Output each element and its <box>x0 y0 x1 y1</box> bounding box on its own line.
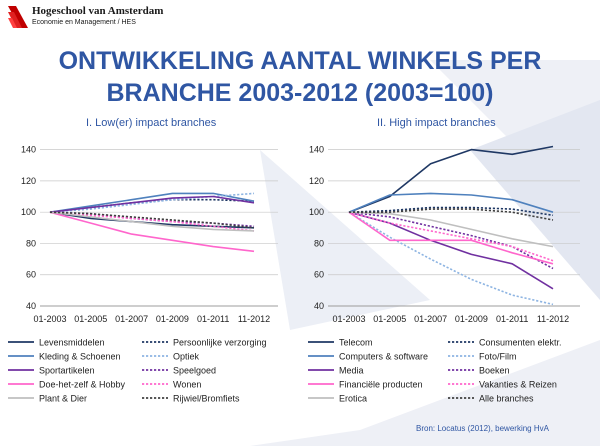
series-line <box>348 145 554 213</box>
source-note: Bron: Locatus (2012), bewerking HvA <box>416 424 549 433</box>
x-tick-label: 01-2005 <box>373 314 406 324</box>
legend-label: Alle branches <box>479 394 534 404</box>
series-line <box>348 211 554 265</box>
y-tick-label: 40 <box>26 301 36 311</box>
series-line <box>49 211 255 232</box>
series-line <box>349 208 554 221</box>
y-tick-label: 120 <box>309 176 324 186</box>
x-tick-label: 01-2009 <box>156 314 189 324</box>
legend-label: Vakanties & Reizen <box>479 380 557 390</box>
series-line <box>49 195 255 213</box>
x-tick-label: 11-2012 <box>537 314 569 324</box>
series-line <box>49 192 255 213</box>
legend-label: Media <box>339 366 364 376</box>
page-title-line-2: BRANCHE 2003-2012 (2003=100) <box>106 79 494 107</box>
institution-name: Hogeschool van Amsterdam <box>32 5 164 17</box>
legend-label: Levensmiddelen <box>39 338 105 348</box>
x-tick-label: 01-2007 <box>414 314 447 324</box>
x-tick-label: 01-2011 <box>496 314 528 324</box>
series-line <box>49 198 255 213</box>
y-tick-label: 60 <box>26 270 36 280</box>
y-tick-label: 80 <box>26 238 36 248</box>
legend-label: Rijwiel/Bromfiets <box>173 394 240 404</box>
chart-2: 40 60 80 100 120 140 01-2003 01-2005 01-2007 01-2… <box>308 145 580 404</box>
series-line <box>348 211 554 290</box>
series-line <box>348 206 554 217</box>
y-tick-label: 120 <box>21 176 36 186</box>
y-tick-label: 100 <box>309 207 324 217</box>
legend-label: Computers & software <box>339 352 428 362</box>
x-tick-label: 01-2003 <box>332 314 365 324</box>
series-line <box>49 211 255 229</box>
chart-1: 40 60 80 100 120 140 01-2003 01-2005 01-2007 01-2… <box>8 145 278 404</box>
y-tick-label: 80 <box>314 238 324 248</box>
legend-label: Plant & Dier <box>39 394 87 404</box>
legend-label: Persoonlijke verzorging <box>173 338 267 348</box>
legend-label: Wonen <box>173 380 201 390</box>
legend-label: Speelgoed <box>173 366 216 376</box>
y-tick-label: 140 <box>21 145 36 155</box>
chart-2-title: II. High impact branches <box>377 117 496 129</box>
legend-label: Erotica <box>339 394 367 404</box>
x-tick-label: 01-2003 <box>33 314 66 324</box>
legend-label: Boeken <box>479 366 510 376</box>
legend-label: Telecom <box>339 338 373 348</box>
y-tick-label: 40 <box>314 301 324 311</box>
legend-label: Kleding & Schoenen <box>39 352 121 362</box>
legend-label: Sportartikelen <box>39 366 95 376</box>
page-title-line-1: ONTWIKKELING AANTAL WINKELS PER <box>58 47 542 75</box>
series-line <box>348 192 554 213</box>
faculty-name: Economie en Management / HES <box>32 19 136 26</box>
x-tick-label: 01-2005 <box>74 314 107 324</box>
x-tick-label: 01-2007 <box>115 314 148 324</box>
y-tick-label: 140 <box>309 145 324 155</box>
series-line <box>348 211 554 262</box>
legend-label: Foto/Film <box>479 352 517 362</box>
series-line <box>49 192 255 213</box>
x-tick-label: 01-2009 <box>455 314 488 324</box>
y-tick-label: 60 <box>314 270 324 280</box>
y-tick-label: 100 <box>21 207 36 217</box>
legend-label: Optiek <box>173 352 200 362</box>
hva-wing-logo-icon <box>8 6 28 28</box>
x-tick-label: 01-2011 <box>197 314 229 324</box>
series-line <box>49 211 255 253</box>
legend-label: Doe-het-zelf & Hobby <box>39 380 126 390</box>
legend-label: Consumenten elektr. <box>479 338 562 348</box>
x-tick-label: 11-2012 <box>238 314 270 324</box>
series-line <box>348 211 554 306</box>
series-line <box>49 211 255 232</box>
chart-1-title: I. Low(er) impact branches <box>86 117 217 129</box>
series-line <box>348 211 554 248</box>
legend-label: Financiële producten <box>339 380 423 390</box>
